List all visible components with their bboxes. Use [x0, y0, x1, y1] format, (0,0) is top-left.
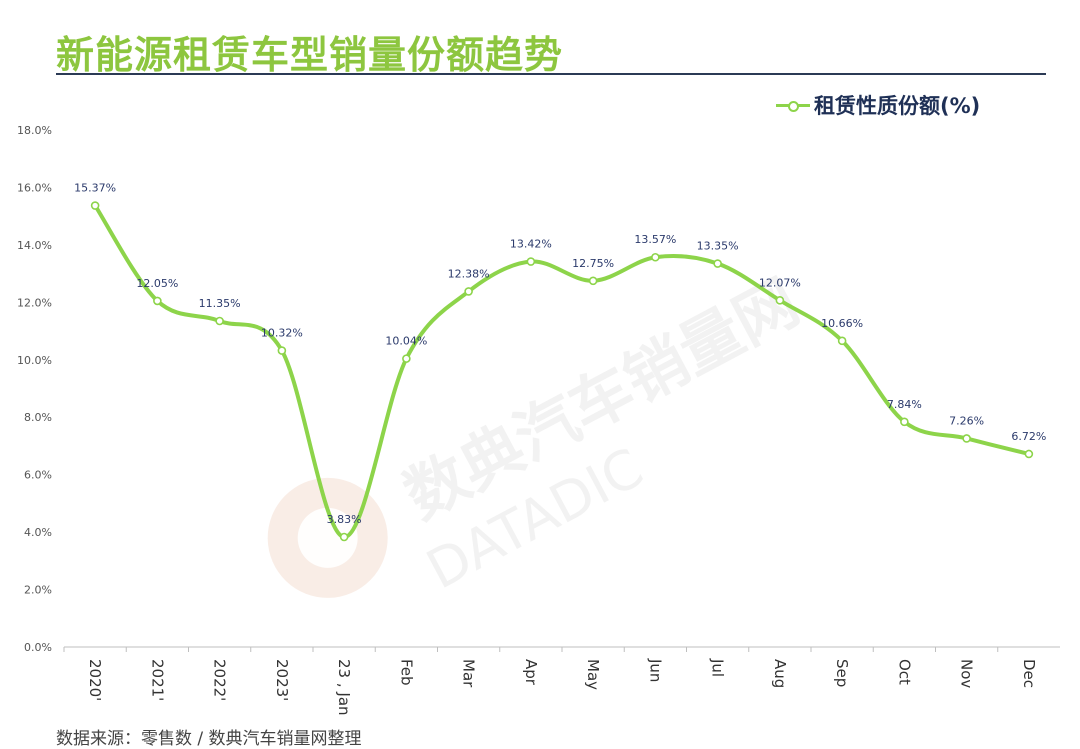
data-label: 13.35%	[697, 240, 739, 253]
axes: 0.0% 2.0% 4.0% 6.0% 8.0% 10.0% 12.0% 14.0% 16.0%…	[17, 124, 1060, 716]
data-label: 6.72%	[1011, 430, 1046, 443]
y-tick-label: 10.0%	[17, 354, 52, 367]
watermark: 数典汽车销量网 DATADIC	[267, 265, 810, 601]
y-tick-label: 4.0%	[24, 526, 52, 539]
legend: 租赁性质份额(%)	[776, 90, 980, 120]
x-tick-label: Jun	[646, 658, 664, 682]
x-tick-label: May	[584, 659, 602, 690]
series-line	[93, 203, 1031, 539]
x-tick-label: Nov	[958, 659, 976, 688]
source-note: 数据来源：零售数 / 数典汽车销量网整理	[56, 729, 362, 749]
data-label: 12.75%	[572, 257, 614, 270]
data-point	[837, 336, 847, 346]
x-tick-label: Oct	[895, 659, 913, 685]
data-label: 3.83%	[327, 513, 362, 526]
data-point	[215, 316, 224, 326]
x-tick-label: Sep	[833, 659, 851, 687]
y-tick-label: 12.0%	[17, 296, 52, 309]
data-label: 7.84%	[887, 398, 922, 411]
x-tick-label: Dec	[1020, 659, 1038, 688]
data-label: 12.38%	[448, 267, 490, 280]
y-tick-label: 2.0%	[24, 584, 52, 597]
x-tick-label: Aug	[771, 659, 789, 688]
data-point	[90, 201, 100, 210]
y-tick-label: 16.0%	[17, 181, 52, 194]
y-tick-label: 18.0%	[17, 124, 52, 137]
data-label: 10.66%	[821, 317, 863, 330]
data-point	[1024, 449, 1034, 459]
title-underline	[56, 73, 1046, 75]
x-tick-label: Apr	[522, 659, 540, 686]
data-point	[900, 417, 909, 427]
data-label: 7.26%	[949, 414, 984, 427]
x-tick-label: 23 , Jan	[335, 659, 353, 716]
data-point	[153, 296, 162, 306]
data-point	[588, 276, 598, 286]
x-tick-label: 2021'	[148, 659, 166, 701]
data-label: 11.35%	[199, 297, 241, 310]
watermark-logo	[267, 477, 388, 598]
data-label: 13.57%	[634, 233, 676, 246]
x-tick-label: Jul	[709, 658, 727, 677]
data-point	[277, 346, 287, 355]
legend-label: 租赁性质份额(%)	[814, 94, 981, 118]
data-label: 12.07%	[759, 276, 801, 289]
y-tick-label: 6.0%	[24, 469, 52, 482]
data-label: 13.42%	[510, 238, 552, 251]
legend-line-marker-icon	[776, 97, 810, 113]
plot-area: 15.37% 12.05% 11.35% 10.32% 3.83% 10.04% 12.38…	[74, 182, 1046, 542]
y-tick-label: 14.0%	[17, 239, 52, 252]
chart-title: 新能源租赁车型销量份额趋势	[56, 33, 564, 77]
x-tick-label: 2022'	[211, 659, 229, 701]
y-tick-label: 0.0%	[24, 641, 52, 654]
x-tick-label: Mar	[460, 659, 478, 688]
data-point	[339, 532, 349, 542]
data-label: 10.32%	[261, 327, 303, 340]
data-point	[651, 252, 660, 262]
data-point	[402, 354, 411, 363]
y-tick-label: 8.0%	[24, 411, 52, 424]
data-point	[962, 434, 971, 443]
x-tick-label: 2023'	[273, 659, 291, 701]
data-label: 15.37%	[74, 182, 116, 195]
data-point	[713, 259, 722, 268]
data-label: 10.04%	[385, 335, 427, 348]
data-label: 12.05%	[136, 277, 178, 290]
x-tick-label: Feb	[397, 659, 415, 686]
data-point	[526, 257, 536, 266]
x-tick-label: 2020'	[86, 659, 104, 701]
data-point	[464, 287, 473, 296]
data-point	[775, 296, 785, 305]
